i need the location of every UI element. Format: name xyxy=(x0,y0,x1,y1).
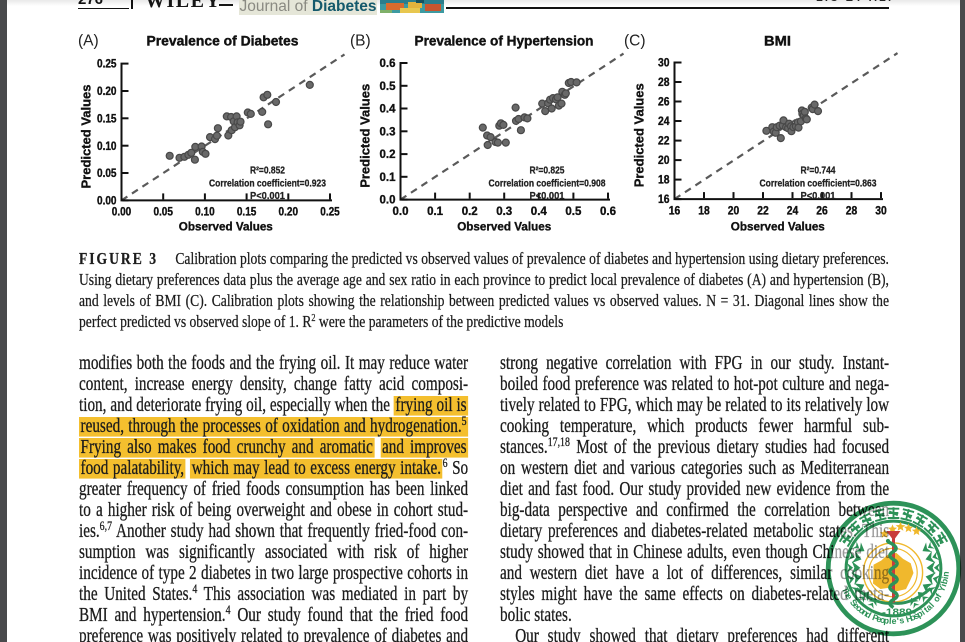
svg-text:Correlation coefficient=0.908: Correlation coefficient=0.908 xyxy=(489,179,606,190)
svg-text:Predicted Values: Predicted Values xyxy=(79,85,94,189)
svg-text:R²=0.825: R²=0.825 xyxy=(530,166,565,177)
svg-text:(C): (C) xyxy=(624,33,646,50)
svg-text:0.25: 0.25 xyxy=(97,59,117,71)
svg-text:P<0.001: P<0.001 xyxy=(530,191,565,202)
svg-text:0.2: 0.2 xyxy=(380,149,396,161)
svg-text:18: 18 xyxy=(698,205,710,217)
svg-text:Predicted Values: Predicted Values xyxy=(358,84,373,188)
svg-text:16: 16 xyxy=(658,194,670,206)
svg-text:i: i xyxy=(938,582,948,587)
svg-text:s: s xyxy=(912,610,921,621)
svg-text:t: t xyxy=(922,605,931,615)
svg-text:Prevalence of Diabetes: Prevalence of Diabetes xyxy=(147,34,299,49)
svg-text:0.2: 0.2 xyxy=(462,206,478,218)
svg-text:Predicted Values: Predicted Values xyxy=(632,83,647,187)
svg-text:20: 20 xyxy=(728,205,740,217)
svg-text:i: i xyxy=(919,607,927,617)
svg-text:o: o xyxy=(908,611,917,623)
svg-text:Correlation coefficient=0.863: Correlation coefficient=0.863 xyxy=(760,179,877,190)
svg-text:0.00: 0.00 xyxy=(97,196,117,208)
svg-text:P<0.001: P<0.001 xyxy=(801,191,836,202)
svg-text:p: p xyxy=(915,608,925,620)
svg-text:l: l xyxy=(889,616,892,626)
svg-text:0.10: 0.10 xyxy=(97,141,117,153)
svg-text:0.15: 0.15 xyxy=(97,113,117,125)
svg-text:l: l xyxy=(927,600,936,609)
svg-text:Observed Values: Observed Values xyxy=(731,220,825,234)
svg-text:0.20: 0.20 xyxy=(279,207,299,219)
svg-text:28: 28 xyxy=(846,205,858,217)
svg-text:BMI: BMI xyxy=(764,34,791,49)
svg-text:Y: Y xyxy=(936,584,948,593)
svg-text:16: 16 xyxy=(669,205,681,217)
svg-text:0.00: 0.00 xyxy=(112,207,132,219)
svg-text:30: 30 xyxy=(875,205,887,217)
svg-text:(B): (B) xyxy=(350,33,371,50)
svg-text:Observed Values: Observed Values xyxy=(457,220,551,234)
svg-text:0.5: 0.5 xyxy=(565,206,582,218)
svg-text:Observed Values: Observed Values xyxy=(179,220,273,234)
svg-text:20: 20 xyxy=(658,155,670,167)
svg-text:0.10: 0.10 xyxy=(195,207,215,219)
svg-text:Prevalence of Hypertension: Prevalence of Hypertension xyxy=(415,34,594,49)
svg-text:30: 30 xyxy=(658,58,670,70)
svg-text:24: 24 xyxy=(658,116,670,128)
svg-text:0.0: 0.0 xyxy=(393,206,409,218)
svg-text:0.05: 0.05 xyxy=(97,168,117,180)
svg-text:18: 18 xyxy=(658,175,670,187)
svg-text:i: i xyxy=(940,576,950,580)
svg-text:H: H xyxy=(905,613,914,624)
svg-text:0.0: 0.0 xyxy=(380,195,396,207)
svg-text:0.05: 0.05 xyxy=(153,207,173,219)
svg-text:0.6: 0.6 xyxy=(380,58,396,70)
svg-text:e: e xyxy=(892,616,897,626)
svg-text:22: 22 xyxy=(658,136,670,148)
svg-text:Correlation coefficient=0.923: Correlation coefficient=0.923 xyxy=(209,179,326,190)
svg-text:b: b xyxy=(939,577,950,585)
svg-text:0.3: 0.3 xyxy=(496,206,512,218)
svg-text:0.20: 0.20 xyxy=(97,86,117,98)
svg-text:24: 24 xyxy=(787,205,799,217)
svg-text:f: f xyxy=(933,592,943,600)
svg-text:0.1: 0.1 xyxy=(380,172,397,184)
svg-text:R²=0.852: R²=0.852 xyxy=(250,166,285,177)
svg-text:0.25: 0.25 xyxy=(320,207,340,219)
svg-text:26: 26 xyxy=(658,97,670,109)
svg-text:R²=0.744: R²=0.744 xyxy=(801,166,836,177)
svg-text:22: 22 xyxy=(757,205,769,217)
svg-text:0.4: 0.4 xyxy=(531,206,548,218)
svg-text:28: 28 xyxy=(658,77,670,89)
svg-text:o: o xyxy=(931,593,943,604)
svg-text:0.4: 0.4 xyxy=(380,104,397,116)
svg-text:0.15: 0.15 xyxy=(237,207,257,219)
svg-text:26: 26 xyxy=(816,205,828,217)
svg-text:n: n xyxy=(940,571,951,577)
svg-text:0.5: 0.5 xyxy=(380,81,397,93)
svg-text:0.6: 0.6 xyxy=(600,206,616,218)
svg-text:P<0.001: P<0.001 xyxy=(250,191,285,202)
svg-text:': ' xyxy=(896,616,899,626)
svg-text:(A): (A) xyxy=(78,33,99,50)
svg-text:s: s xyxy=(899,615,906,626)
svg-text:0.1: 0.1 xyxy=(427,206,444,218)
svg-text:0.3: 0.3 xyxy=(380,126,396,138)
svg-text:a: a xyxy=(924,602,934,613)
